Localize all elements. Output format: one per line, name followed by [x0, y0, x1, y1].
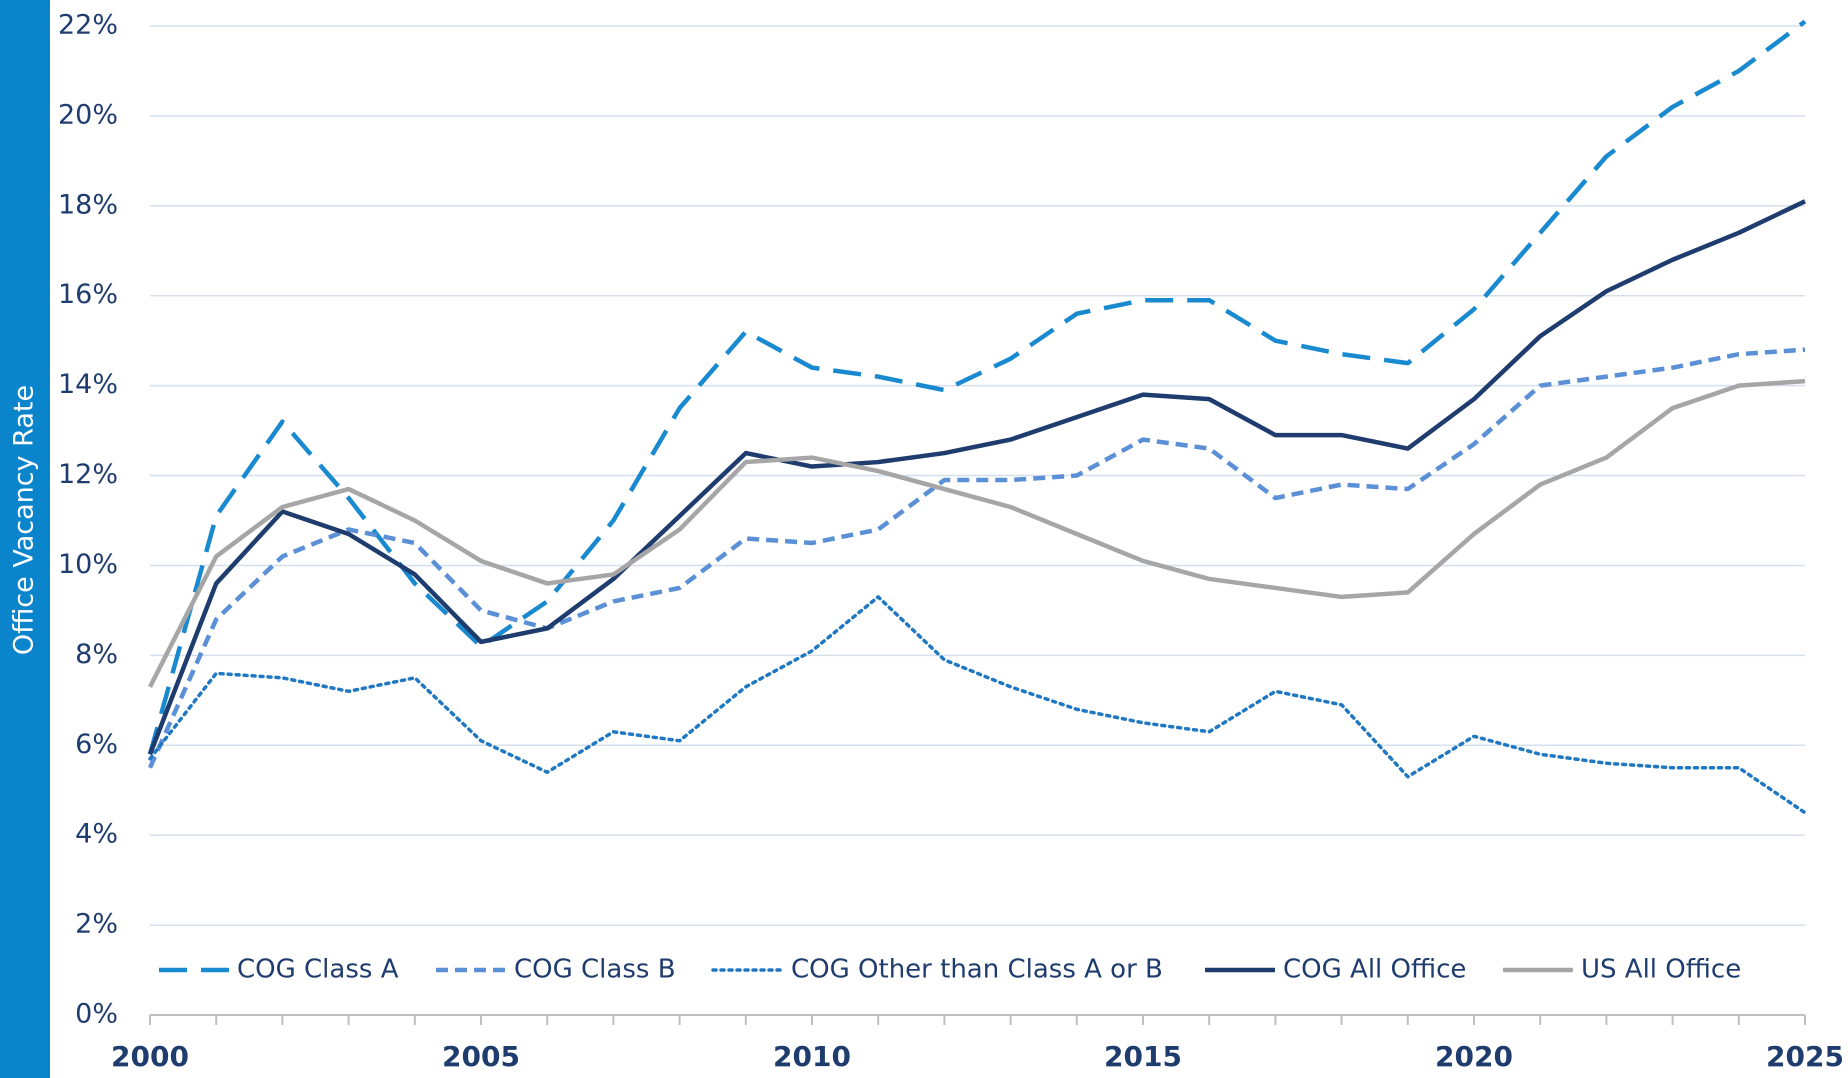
y-tick-label: 10% [58, 549, 118, 580]
y-tick-label: 20% [58, 99, 118, 130]
x-tick-label: 2025 [1766, 1040, 1844, 1073]
x-tick-label: 2005 [442, 1040, 520, 1073]
x-tick-label: 2000 [111, 1040, 189, 1073]
axis-label-band [0, 0, 50, 1078]
series-line [147, 347, 1806, 769]
y-tick-label: 0% [75, 999, 118, 1030]
series-line [148, 595, 1807, 815]
legend-label: US All Office [1581, 955, 1741, 985]
y-tick-label: 12% [58, 459, 118, 490]
legend-label: COG All Office [1283, 955, 1466, 985]
y-tick-label: 18% [58, 189, 118, 220]
x-tick-label: 2015 [1104, 1040, 1182, 1073]
y-tick-label: 8% [75, 639, 118, 670]
series-line [147, 378, 1806, 688]
x-tick-label: 2020 [1435, 1040, 1513, 1073]
y-axis-label: Office Vacancy Rate [9, 385, 40, 655]
y-tick-label: 4% [75, 819, 118, 850]
legend-label: COG Class B [514, 955, 676, 985]
y-tick-label: 2% [75, 909, 118, 940]
y-tick-label: 6% [75, 729, 118, 760]
series-line [147, 19, 1807, 755]
y-tick-label: 22% [58, 10, 118, 41]
y-tick-label: 14% [58, 369, 118, 400]
y-tick-label: 16% [58, 279, 118, 310]
legend-label: COG Other than Class A or B [791, 955, 1163, 985]
legend-label: COG Class A [237, 955, 399, 985]
x-tick-label: 2010 [773, 1040, 851, 1073]
series-line [147, 199, 1806, 756]
